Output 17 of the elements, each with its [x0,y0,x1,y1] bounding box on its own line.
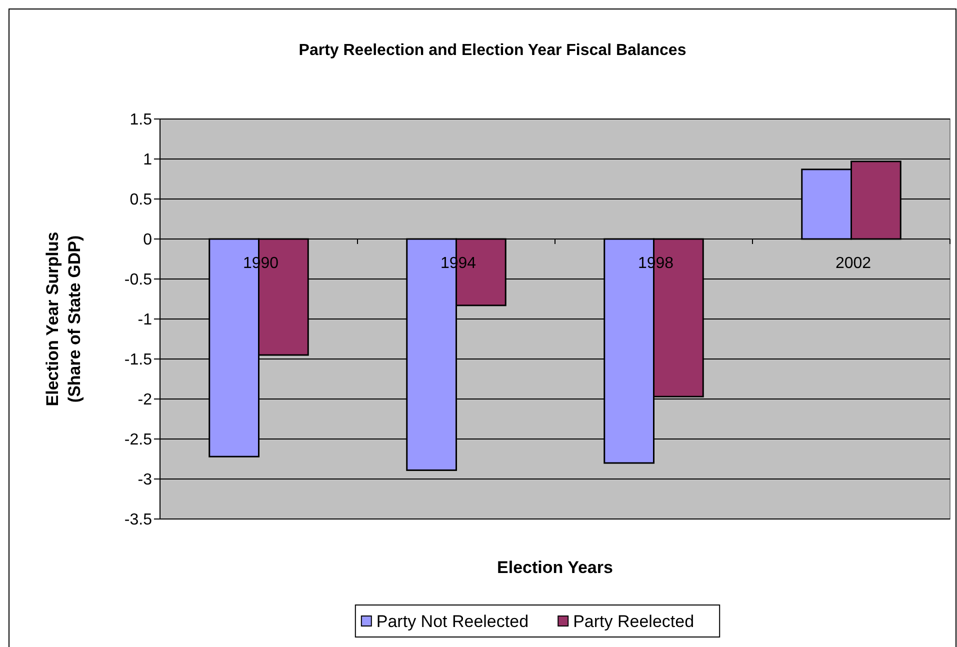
y-tick-label: 1 [143,152,152,169]
y-tick-label: -1.5 [124,352,152,369]
x-tick-label: 2002 [835,255,872,272]
y-tick-label: -1 [138,312,152,329]
y-tick-label: -3.5 [124,512,152,529]
y-tick-label: 0.5 [130,192,152,209]
y-axis-title: Election Year Surplus (Share of State GDP) [43,232,84,406]
y-tick-label: -3 [138,472,152,489]
y-tick-label: -2.5 [124,432,152,449]
y-tick-label: -2 [138,392,152,409]
legend-label: Party Reelected [573,612,694,631]
y-tick-label: -0.5 [124,272,152,289]
y-tick-label: 0 [143,232,152,249]
x-axis-title: Election Years [497,558,613,577]
legend-label: Party Not Reelected [376,612,529,631]
chart-title: Party Reelection and Election Year Fiscal Balances [298,42,686,59]
y-tick-label: 1.5 [130,112,152,129]
